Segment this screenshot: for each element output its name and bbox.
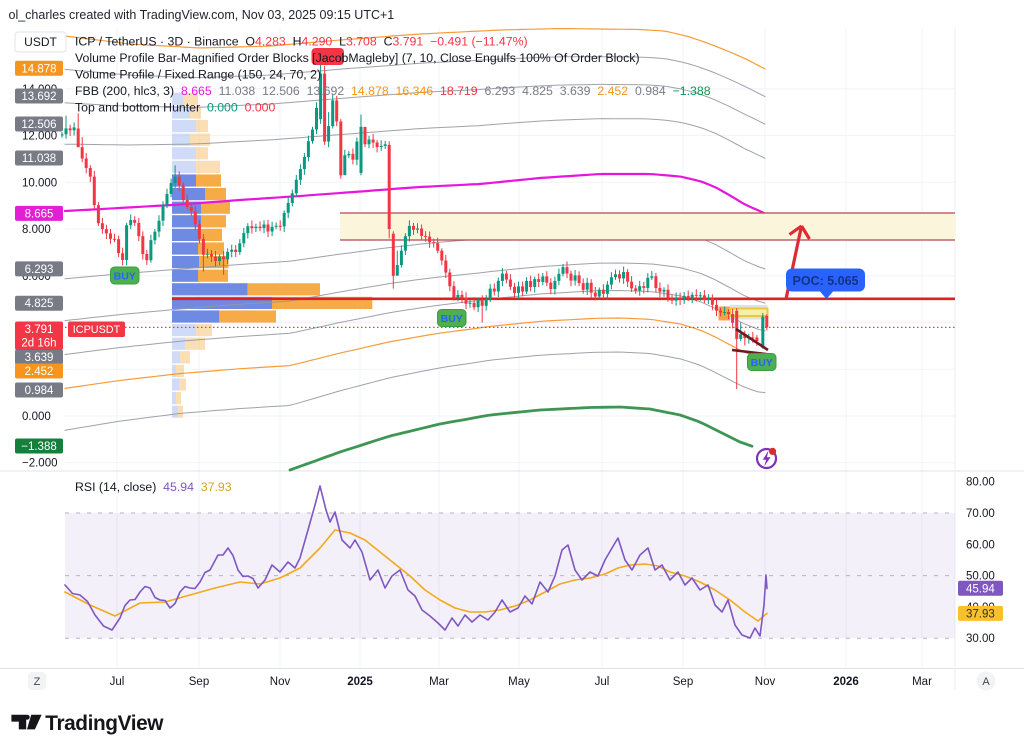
svg-text:11.038: 11.038 — [22, 153, 56, 165]
svg-text:2025: 2025 — [347, 676, 373, 688]
svg-text:0.000: 0.000 — [22, 411, 51, 423]
svg-text:A: A — [982, 676, 990, 688]
svg-text:USDT: USDT — [24, 35, 57, 49]
svg-text:12.000: 12.000 — [22, 131, 57, 143]
svg-text:Volume Profile / Fixed Range (: Volume Profile / Fixed Range (150, 24, 7… — [75, 68, 321, 82]
svg-text:50.00: 50.00 — [966, 571, 995, 583]
svg-text:BUY: BUY — [441, 313, 463, 325]
svg-text:BUY: BUY — [751, 357, 773, 369]
svg-text:12.506: 12.506 — [21, 119, 56, 131]
svg-text:Top and bottom Hunter 0.000: Top and bottom Hunter 0.000 0.000 — [75, 101, 275, 115]
svg-text:Nov: Nov — [755, 676, 776, 688]
svg-text:ICP / TetherUS · 3D · Binance: ICP / TetherUS · 3D · Binance O4.283 H4.… — [75, 35, 528, 49]
svg-text:30.00: 30.00 — [966, 633, 995, 645]
svg-text:May: May — [508, 676, 530, 688]
svg-text:Sep: Sep — [673, 676, 693, 688]
svg-text:ICPUSDT: ICPUSDT — [73, 324, 121, 336]
svg-text:Mar: Mar — [912, 676, 932, 688]
svg-text:−2.000: −2.000 — [22, 458, 58, 470]
svg-text:Z: Z — [34, 676, 41, 688]
svg-text:BUY: BUY — [114, 271, 136, 283]
svg-text:POC: 5.065: POC: 5.065 — [792, 274, 858, 288]
svg-text:8.000: 8.000 — [22, 224, 51, 236]
svg-text:3.791: 3.791 — [25, 324, 54, 336]
svg-text:37.93: 37.93 — [966, 608, 995, 620]
svg-text:14.878: 14.878 — [21, 63, 56, 75]
svg-text:−1.388: −1.388 — [21, 441, 57, 453]
svg-text:Jul: Jul — [110, 676, 125, 688]
svg-text:FBB (200, hlc3, 3) 8.665 11.: FBB (200, hlc3, 3) 8.665 11.038 12.506 1… — [75, 84, 711, 98]
svg-text:Jul: Jul — [595, 676, 610, 688]
svg-text:Volume Profile Bar-Magnified O: Volume Profile Bar-Magnified Order Block… — [75, 51, 640, 65]
svg-text:2d 16h: 2d 16h — [21, 338, 56, 350]
svg-text:Sep: Sep — [189, 676, 209, 688]
svg-text:2026: 2026 — [833, 676, 859, 688]
svg-text:60.00: 60.00 — [966, 539, 995, 551]
svg-text:70.00: 70.00 — [966, 508, 995, 520]
svg-text:Nov: Nov — [270, 676, 291, 688]
svg-text:Mar: Mar — [429, 676, 449, 688]
svg-text:45.94: 45.94 — [966, 583, 995, 595]
svg-text:13.692: 13.692 — [21, 91, 56, 103]
svg-text:ol_charles created with Tradin: ol_charles created with TradingView.com,… — [9, 8, 395, 22]
svg-text:10.000: 10.000 — [22, 177, 57, 189]
svg-text:2.452: 2.452 — [25, 366, 54, 378]
svg-text:4.825: 4.825 — [25, 298, 54, 310]
svg-text:3.639: 3.639 — [25, 352, 54, 364]
svg-text:6.293: 6.293 — [25, 264, 54, 276]
svg-text:0.984: 0.984 — [25, 385, 54, 397]
svg-text:8.665: 8.665 — [25, 208, 54, 220]
svg-text:TradingView: TradingView — [45, 712, 164, 735]
svg-text:RSI (14, close) 45.94 37.93: RSI (14, close) 45.94 37.93 — [75, 480, 232, 494]
svg-text:80.00: 80.00 — [966, 477, 995, 489]
